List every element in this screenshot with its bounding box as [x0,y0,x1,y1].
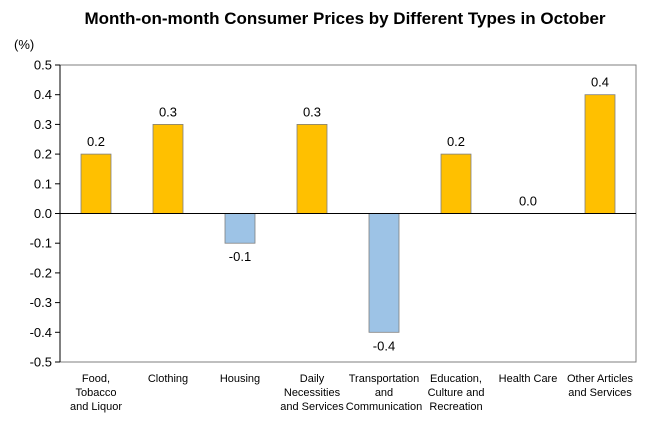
data-label: -0.4 [373,338,395,353]
bars [60,94,636,333]
x-tick-label: Culture and [428,387,485,399]
data-label: 0.2 [87,134,105,149]
y-tick-label: 0.5 [34,58,52,73]
bar [440,153,472,214]
x-tick-label: and Services [280,401,344,413]
data-label: 0.0 [519,194,537,209]
bar [296,124,328,214]
x-tick-label: Tobacco [76,387,117,399]
bar [368,213,400,333]
y-axis: 0.5 0.4 0.3 0.2 0.1 0.0 -0.1 -0.2 -0.3 -0.4 -0.5 [30,58,61,370]
data-label: 0.2 [447,134,465,149]
x-tick-label: Clothing [148,373,188,385]
y-tick-label: 0.1 [34,176,52,191]
y-tick-label: 0.3 [34,117,52,132]
x-tick-label: and Services [568,387,632,399]
x-tick-label: and [375,387,393,399]
x-axis: Food, Tobacco and Liquor Clothing Housing Dai… [70,373,634,413]
x-tick-label: Health Care [499,373,558,385]
x-tick-label: Food, [82,373,110,385]
bar [584,94,616,214]
y-tick-label: -0.3 [30,295,52,310]
data-label: 0.3 [303,104,321,119]
bar [80,153,112,214]
data-labels: 0.2 0.3 -0.1 0.3 -0.4 0.2 0.0 0.4 [87,75,609,354]
y-tick-label: 0.4 [34,87,52,102]
x-tick-label: Necessities [284,387,341,399]
chart-title: Month-on-month Consumer Prices by Differ… [84,9,606,28]
x-tick-label: Recreation [429,401,482,413]
data-label: 0.3 [159,104,177,119]
y-tick-label: -0.5 [30,355,52,370]
bar [224,213,256,244]
bar [152,124,184,214]
x-tick-label: Education, [430,373,482,385]
y-tick-label: 0.0 [34,206,52,221]
x-tick-label: and Liquor [70,401,122,413]
x-tick-label: Daily [300,373,325,385]
data-label: 0.4 [591,75,609,90]
x-tick-label: Transportation [349,373,420,385]
y-tick-label: -0.2 [30,265,52,280]
y-tick-label: -0.4 [30,325,52,340]
y-tick-label: -0.1 [30,236,52,251]
y-axis-unit-label: (%) [14,37,35,52]
x-tick-label: Housing [220,373,260,385]
y-tick-label: 0.2 [34,147,52,162]
x-tick-label: Other Articles [567,373,634,385]
x-tick-label: Communication [346,401,422,413]
data-label: -0.1 [229,249,251,264]
